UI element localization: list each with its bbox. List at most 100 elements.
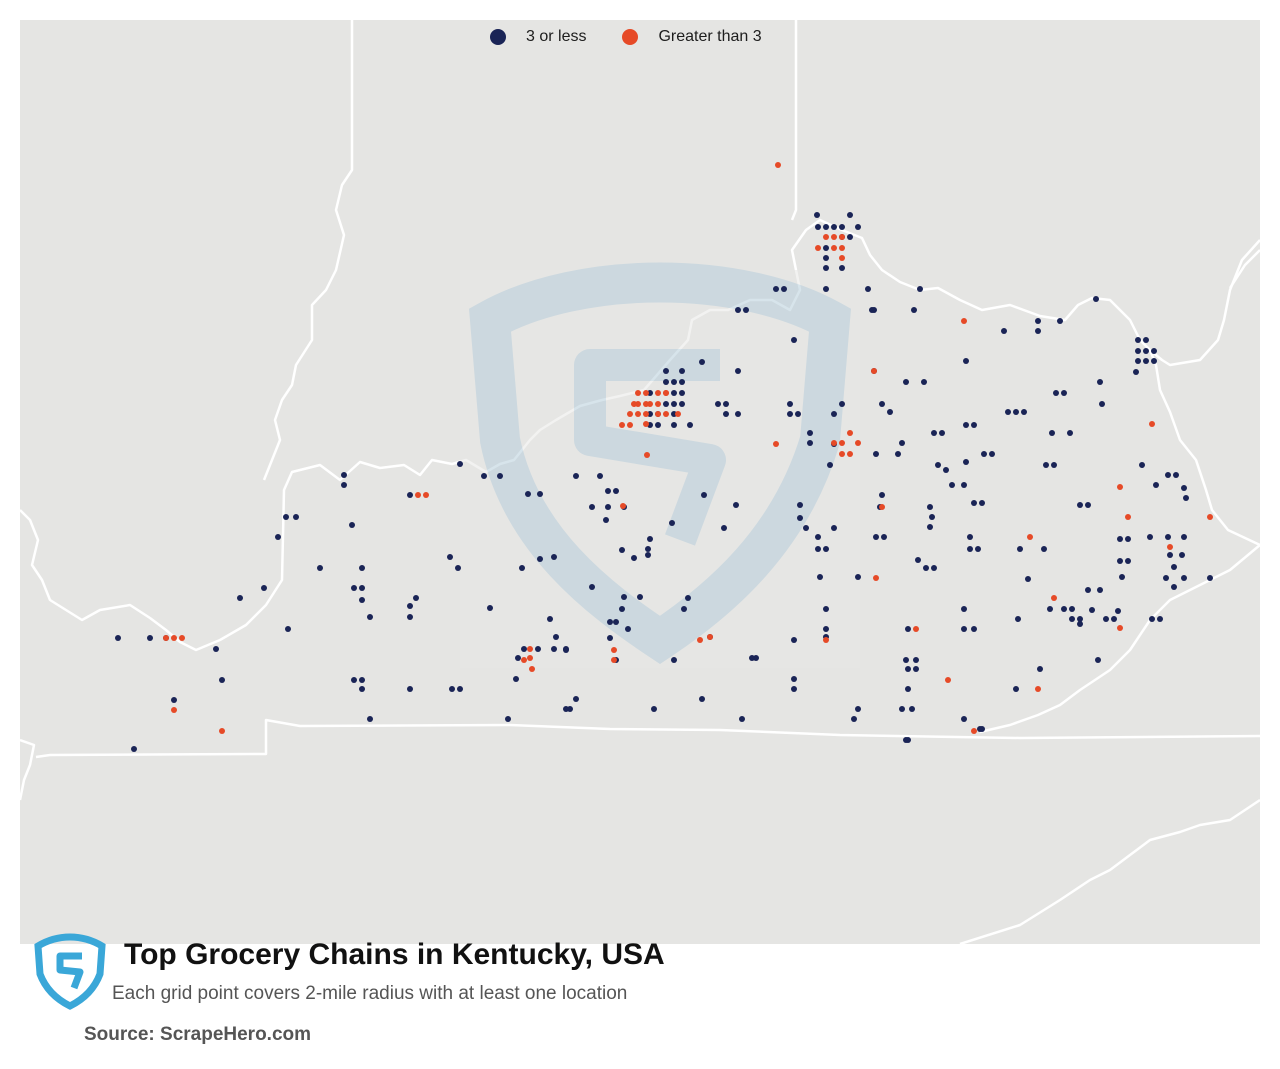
grid-point-low (791, 686, 797, 692)
grid-point-low (679, 379, 685, 385)
grid-point-low (525, 491, 531, 497)
page-title: Top Grocery Chains in Kentucky, USA (124, 938, 665, 971)
grid-point-low (131, 746, 137, 752)
grid-point-high (839, 245, 845, 251)
grid-point-low (823, 255, 829, 261)
grid-point-low (647, 536, 653, 542)
grid-point-low (971, 422, 977, 428)
grid-point-low (721, 525, 727, 531)
grid-point-low (1167, 552, 1173, 558)
grid-point-high (913, 626, 919, 632)
grid-point-low (929, 514, 935, 520)
grid-point-low (803, 525, 809, 531)
grid-point-low (903, 657, 909, 663)
grid-point-low (589, 504, 595, 510)
grid-point-low (1151, 348, 1157, 354)
grid-point-low (1119, 574, 1125, 580)
grid-point-high (773, 441, 779, 447)
grid-point-low (237, 595, 243, 601)
grid-point-high (627, 422, 633, 428)
grid-point-low (1163, 575, 1169, 581)
grid-point-low (341, 482, 347, 488)
grid-point-low (787, 401, 793, 407)
grid-point-low (645, 546, 651, 552)
grid-point-low (359, 585, 365, 591)
grid-point-low (1181, 534, 1187, 540)
grid-point-low (979, 500, 985, 506)
grid-point-low (1143, 348, 1149, 354)
grid-point-low (699, 359, 705, 365)
grid-point-low (1149, 616, 1155, 622)
grid-point-low (679, 401, 685, 407)
grid-point-low (1025, 576, 1031, 582)
grid-point-high (171, 635, 177, 641)
grid-point-low (1097, 587, 1103, 593)
grid-point-low (847, 234, 853, 240)
grid-point-high (171, 707, 177, 713)
grid-point-low (619, 547, 625, 553)
grid-point-low (814, 212, 820, 218)
grid-point-low (1069, 616, 1075, 622)
grid-point-low (663, 379, 669, 385)
grid-point-high (643, 421, 649, 427)
grid-point-high (839, 255, 845, 261)
grid-point-low (1043, 462, 1049, 468)
grid-point-low (407, 492, 413, 498)
grid-point-low (1061, 606, 1067, 612)
grid-point-low (521, 646, 527, 652)
grid-point-low (573, 696, 579, 702)
grid-point-low (1049, 430, 1055, 436)
grid-point-low (1179, 552, 1185, 558)
grid-point-low (607, 619, 613, 625)
grid-point-low (219, 677, 225, 683)
grid-point-low (855, 224, 861, 230)
grid-point-low (663, 401, 669, 407)
map (20, 20, 1260, 944)
grid-point-low (457, 686, 463, 692)
grid-point-high (415, 492, 421, 498)
grid-point-high (1117, 484, 1123, 490)
grid-point-low (795, 411, 801, 417)
grid-point-high (879, 504, 885, 510)
scrapehero-logo-icon (34, 933, 106, 1010)
grid-point-low (815, 546, 821, 552)
grid-point-low (1077, 621, 1083, 627)
virginia-border (979, 544, 1260, 734)
grid-point-low (1157, 616, 1163, 622)
grid-point-low (735, 411, 741, 417)
grid-point-low (791, 637, 797, 643)
grid-point-low (359, 686, 365, 692)
grid-point-low (547, 616, 553, 622)
grid-point-low (537, 556, 543, 562)
grid-point-low (873, 534, 879, 540)
grid-point-high (644, 452, 650, 458)
grid-point-high (961, 318, 967, 324)
grid-point-low (967, 534, 973, 540)
grid-point-high (1035, 686, 1041, 692)
grid-point-low (671, 657, 677, 663)
grid-point-low (1171, 564, 1177, 570)
grid-point-low (537, 491, 543, 497)
grid-point-high (655, 401, 661, 407)
grid-point-low (961, 482, 967, 488)
grid-point-low (735, 368, 741, 374)
grid-point-low (963, 459, 969, 465)
grid-point-low (605, 504, 611, 510)
grid-point-high (839, 234, 845, 240)
grid-point-low (905, 686, 911, 692)
grid-point-low (1181, 485, 1187, 491)
map-canvas (20, 20, 1260, 944)
grid-points (115, 162, 1213, 752)
grid-point-low (823, 626, 829, 632)
grid-point-low (349, 522, 355, 528)
grid-point-high (631, 401, 637, 407)
grid-point-low (1115, 608, 1121, 614)
grid-point-low (887, 409, 893, 415)
grid-point-low (1147, 534, 1153, 540)
grid-point-low (903, 737, 909, 743)
mississippi-river (20, 738, 36, 801)
grid-point-low (831, 525, 837, 531)
grid-point-low (981, 451, 987, 457)
grid-point-low (341, 472, 347, 478)
grid-point-low (715, 401, 721, 407)
